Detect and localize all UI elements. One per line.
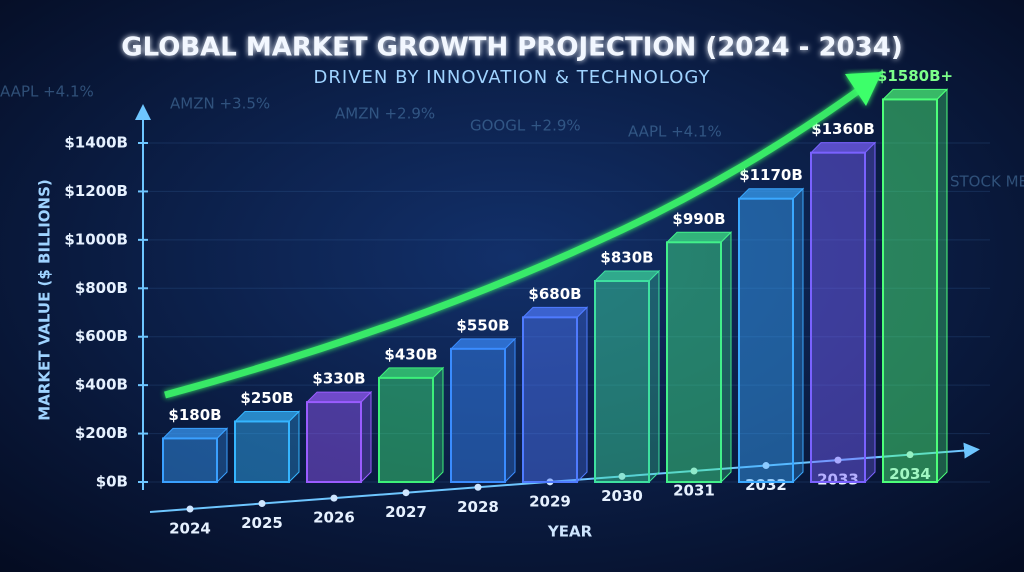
x-tick-label: 2027 — [385, 503, 427, 521]
y-tick-label: $400B — [75, 376, 128, 394]
value-label: $550B — [456, 316, 509, 334]
x-tick-dot — [186, 505, 194, 513]
bar — [738, 197, 794, 483]
value-label: $250B — [240, 389, 293, 407]
bar — [162, 437, 218, 483]
bar-side — [432, 366, 444, 484]
y-tick-label: $600B — [75, 327, 128, 345]
x-tick-label: 2025 — [241, 514, 283, 532]
y-tick-label: $1200B — [64, 182, 128, 200]
bar-side — [936, 88, 948, 484]
bar-side — [648, 269, 660, 484]
bar-top — [809, 142, 877, 154]
bar-side — [216, 427, 228, 484]
y-axis-label: MARKET VALUE ($ BILLIONS) — [36, 179, 54, 420]
x-tick-dot — [618, 472, 626, 480]
bar-side — [576, 306, 588, 484]
plot: $0B $200B $400B $600B $800B $1000B $1200B $1400… — [64, 67, 990, 537]
bar-top — [161, 427, 229, 439]
bar-side — [792, 187, 804, 484]
value-label: $330B — [312, 370, 365, 388]
bar-top — [737, 188, 805, 200]
x-tick-dot — [690, 467, 698, 475]
bar-top — [449, 338, 517, 350]
value-label: $1580B+ — [877, 67, 953, 85]
bar-side — [504, 337, 516, 484]
x-tick-label: 2032 — [745, 476, 787, 494]
chart-subtitle: DRIVEN BY INNOVATION & TECHNOLOGY — [314, 67, 711, 88]
bar — [522, 316, 578, 484]
x-tick-label: 2033 — [817, 471, 859, 489]
y-tick-label: $200B — [75, 424, 128, 442]
background-ticker: AAPL +4.1% — [628, 123, 722, 141]
bar — [450, 347, 506, 484]
value-label: $1170B — [739, 166, 803, 184]
bar-top — [593, 270, 661, 282]
x-tick-label: 2028 — [457, 498, 499, 516]
y-tick-label: $1000B — [64, 230, 128, 248]
y-tick-label: $1400B — [64, 134, 128, 152]
bar — [378, 376, 434, 483]
x-tick-label: 2031 — [673, 481, 715, 499]
x-tick-dot — [834, 456, 842, 464]
x-tick-dot — [258, 500, 266, 508]
bar — [594, 280, 650, 483]
y-tick-label: $0B — [96, 473, 128, 491]
background-ticker: STOCK MERC — [950, 173, 1024, 191]
bar — [810, 151, 866, 484]
bar — [306, 401, 362, 484]
x-tick-dot — [762, 462, 770, 470]
x-tick-label: 2024 — [169, 519, 211, 537]
bar — [666, 241, 722, 483]
background-ticker: GOOGL +2.9% — [470, 117, 581, 135]
x-tick-dot — [906, 451, 914, 459]
x-axis-label: YEAR — [547, 523, 593, 541]
bar — [234, 420, 290, 484]
bar-side — [864, 141, 876, 484]
x-tick-label: 2030 — [601, 487, 643, 505]
bar-side — [288, 410, 300, 484]
value-label: $180B — [168, 406, 221, 424]
value-label: $830B — [600, 249, 653, 267]
x-tick-label: 2034 — [889, 465, 931, 483]
ticker-layer: AAPL +4.1% AMZN +3.5% AMZN +2.9% GOOGL +2.9… — [0, 83, 1024, 191]
value-label: $1360B — [811, 120, 875, 138]
bar-top — [305, 391, 373, 403]
x-tick-dot — [474, 483, 482, 491]
background-ticker: AMZN +2.9% — [335, 105, 435, 123]
value-label: $990B — [672, 210, 725, 228]
bar-top — [521, 306, 589, 318]
bar-side — [360, 390, 372, 484]
bar — [882, 98, 938, 484]
bar-top — [233, 410, 301, 422]
bar-top — [665, 231, 733, 243]
bar-side — [720, 231, 732, 484]
background-ticker: AMZN +3.5% — [170, 95, 270, 113]
x-tick-label: 2029 — [529, 492, 571, 510]
bar-top — [377, 367, 445, 379]
value-label: $430B — [384, 345, 437, 363]
x-tick-label: 2026 — [313, 509, 355, 527]
x-tick-dot — [402, 489, 410, 497]
chart-title: GLOBAL MARKET GROWTH PROJECTION (2024 - … — [121, 33, 902, 63]
trend-arrow — [164, 85, 865, 399]
trend-arrowhead — [845, 72, 882, 106]
y-tick-label: $800B — [75, 279, 128, 297]
background-ticker: AAPL +4.1% — [0, 83, 94, 101]
bar-top — [881, 88, 949, 100]
x-tick-dot — [330, 494, 338, 502]
value-label: $680B — [528, 285, 581, 303]
